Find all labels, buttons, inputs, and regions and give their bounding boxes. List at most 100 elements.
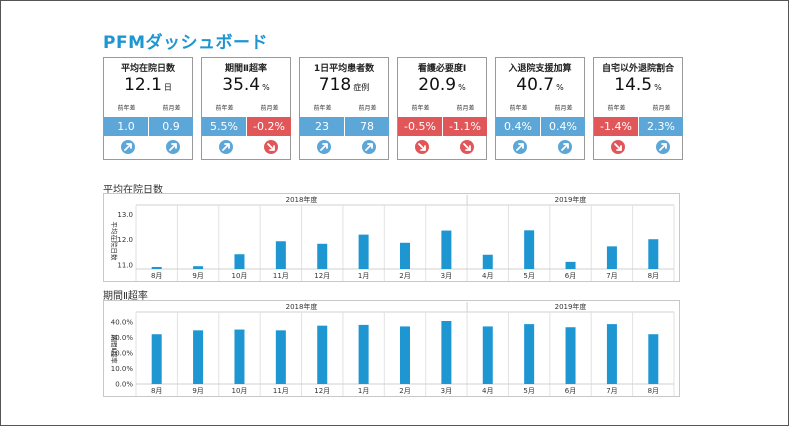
arrow-down-right-icon xyxy=(264,140,278,154)
kpi-sub-label-left: 前年差 xyxy=(607,105,626,112)
x-tick-label: 7月 xyxy=(606,272,617,280)
x-tick-label: 4月 xyxy=(482,387,493,395)
avg-stay-chart: 2018年度 2019年度 13.0 12.0 11.0 平均在院日数 8月 9月 10月 11月… xyxy=(103,193,680,282)
kpi-card[interactable]: 平均在院日数 12.1 日前年差 前月差 1.0 0.9 xyxy=(103,57,193,160)
kpi-sub-label-left: 前年差 xyxy=(411,105,430,112)
period2-rate-chart: 2018年度 2019年度 40.0% 30.0% 20.0% 10.0% 0.0% 期間Ⅱ超… xyxy=(103,300,680,397)
kpi-value: 718 症例 xyxy=(300,75,388,95)
y-tick-label: 12.0 xyxy=(117,236,133,244)
kpi-title: 平均在院日数 xyxy=(120,64,175,74)
x-tick-label: 8月 xyxy=(151,272,162,280)
x-tick-label: 7月 xyxy=(606,387,617,395)
bar xyxy=(275,241,286,269)
y-tick-label: 40.0% xyxy=(111,318,134,326)
kpi-sub-label-left: 前年差 xyxy=(215,105,234,112)
kpi-card[interactable]: 1日平均患者数 718 症例 前年差 前月差 23 78 xyxy=(299,57,389,160)
x-tick-label: 12月 xyxy=(314,387,330,395)
x-tick-label: 11月 xyxy=(273,387,289,395)
kpi-sub-label-left: 前年差 xyxy=(313,105,332,112)
kpi-sub-label-right: 前月差 xyxy=(162,105,181,112)
x-tick-label: 10月 xyxy=(232,272,248,280)
x-tick-label: 6月 xyxy=(565,387,576,395)
bar xyxy=(524,324,535,384)
kpi-card[interactable]: 入退院支援加算 40.7% 前年差 前月差 0.4% 0.4% xyxy=(495,57,585,160)
arrow-up-right-icon xyxy=(121,140,135,154)
arrow-up-right-icon xyxy=(317,140,331,154)
kpi-diff-month: 0.4% xyxy=(541,117,585,136)
kpi-number: 40.7 xyxy=(516,75,555,95)
kpi-diff-year: 23 xyxy=(300,117,344,136)
arrow-down-right-icon xyxy=(415,140,429,154)
y-tick-label: 11.0 xyxy=(117,262,133,270)
x-tick-label: 4月 xyxy=(482,272,493,280)
arrow-up-right-icon xyxy=(362,140,376,154)
bar xyxy=(565,327,576,384)
arrow-down-right-icon xyxy=(460,140,474,154)
bar xyxy=(648,239,659,269)
kpi-value: 20.9% xyxy=(398,75,486,95)
arrow-up-right-icon xyxy=(166,140,180,154)
x-tick-label: 11月 xyxy=(273,272,289,280)
x-tick-label: 9月 xyxy=(192,387,203,395)
year-label: 2018年度 xyxy=(286,195,318,204)
kpi-unit: 症例 xyxy=(353,83,370,92)
y-tick-label: 0.0% xyxy=(115,381,133,389)
bar xyxy=(400,242,410,269)
kpi-diff-month: -0.2% xyxy=(247,117,291,136)
kpi-unit: % xyxy=(458,83,466,92)
x-tick-label: 5月 xyxy=(523,272,534,280)
chart1-section-title: 平均在院日数 xyxy=(103,185,163,196)
kpi-card[interactable]: 自宅以外退院割合 14.5% 前年差 前月差 -1.4% 2.3% xyxy=(593,57,683,160)
arrow-up-right-icon xyxy=(656,140,670,154)
x-tick-label: 8月 xyxy=(151,387,162,395)
bar xyxy=(193,330,204,384)
kpi-diff-month: -1.1% xyxy=(443,117,487,136)
kpi-value: 12.1 日 xyxy=(104,75,192,95)
bar xyxy=(358,324,369,384)
kpi-unit: 日 xyxy=(163,83,172,92)
kpi-title: 期間Ⅱ超率 xyxy=(225,64,267,74)
kpi-title: 自宅以外退院割合 xyxy=(601,64,674,74)
x-tick-label: 8月 xyxy=(648,387,659,395)
bar xyxy=(317,325,328,384)
kpi-value: 14.5% xyxy=(594,75,682,95)
bar xyxy=(441,230,452,269)
x-tick-label: 3月 xyxy=(441,272,452,280)
kpi-card[interactable]: 看護必要度Ⅰ 20.9% 前年差 前月差 -0.5% -1.1% xyxy=(397,57,487,160)
bar xyxy=(648,334,659,384)
kpi-number: 12.1 xyxy=(124,75,162,95)
kpi-diff-month: 2.3% xyxy=(639,117,683,136)
kpi-unit: % xyxy=(654,83,662,92)
bar xyxy=(358,234,369,269)
kpi-diff-year: 5.5% xyxy=(202,117,246,136)
kpi-sub-label-right: 前月差 xyxy=(456,105,475,112)
year-label: 2018年度 xyxy=(286,302,318,311)
kpi-card[interactable]: 期間Ⅱ超率 35.4% 前年差 前月差 5.5% -0.2% xyxy=(201,57,291,160)
year-label: 2019年度 xyxy=(555,302,587,311)
x-tick-label: 12月 xyxy=(314,272,330,280)
kpi-sub-label-left: 前年差 xyxy=(509,105,528,112)
x-tick-label: 8月 xyxy=(648,272,659,280)
kpi-diff-year: -0.5% xyxy=(398,117,442,136)
bar xyxy=(606,324,617,384)
x-tick-label: 6月 xyxy=(565,272,576,280)
y-tick-label: 30.0% xyxy=(111,334,134,342)
y-tick-label: 10.0% xyxy=(111,365,134,373)
bar xyxy=(234,254,245,269)
y-axis-label: 平均在院日数 xyxy=(110,222,119,262)
kpi-number: 20.9 xyxy=(418,75,457,95)
kpi-title: 1日平均患者数 xyxy=(313,64,375,74)
arrow-down-right-icon xyxy=(611,140,625,154)
bar xyxy=(606,246,617,269)
kpi-diff-year: 0.4% xyxy=(496,117,540,136)
bar xyxy=(441,321,452,384)
x-tick-label: 2月 xyxy=(399,387,410,395)
y-axis-label: 期間Ⅱ超率 xyxy=(110,334,119,364)
x-tick-label: 1月 xyxy=(358,387,369,395)
x-tick-label: 3月 xyxy=(441,387,452,395)
arrow-up-right-icon xyxy=(558,140,572,154)
kpi-value: 40.7% xyxy=(496,75,584,95)
kpi-sub-label-right: 前月差 xyxy=(358,105,377,112)
bar xyxy=(482,326,493,384)
